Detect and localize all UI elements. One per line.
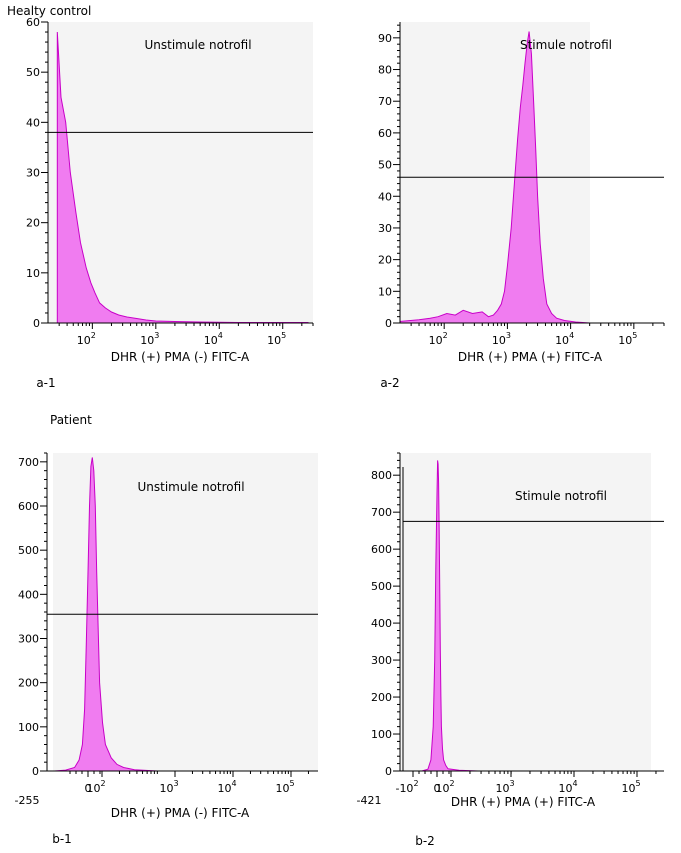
y-tick-label: 400 xyxy=(371,617,392,630)
y-tick-label: 700 xyxy=(18,456,39,469)
x-min-label: -421 xyxy=(357,794,382,807)
x-axis-label: DHR (+) PMA (+) FITC-A xyxy=(458,350,603,364)
y-tick-label: 100 xyxy=(371,728,392,741)
y-tick-label: 20 xyxy=(26,217,40,230)
histogram-series xyxy=(421,460,479,772)
x-tick-label: 102 xyxy=(429,331,448,347)
panel-annotation: Stimule notrofil xyxy=(520,38,612,52)
x-tick-label: 105 xyxy=(618,331,637,347)
y-tick-label: 10 xyxy=(378,285,392,298)
x-tick-label: 104 xyxy=(555,331,574,347)
x-tick-label: 105 xyxy=(621,779,640,795)
panel-label: b-1 xyxy=(52,832,72,846)
plot-area xyxy=(48,22,313,323)
y-tick-label: 200 xyxy=(18,677,39,690)
x-tick-label: 105 xyxy=(275,779,294,795)
y-tick-label: 300 xyxy=(18,633,39,646)
y-tick-label: 60 xyxy=(26,16,40,29)
x-tick-label: 104 xyxy=(558,779,577,795)
x-tick-label: 0 xyxy=(85,782,92,795)
x-tick-label: 0 xyxy=(434,782,441,795)
panel-annotation: Unstimule notrofil xyxy=(144,38,251,52)
y-tick-label: 40 xyxy=(26,116,40,129)
histogram-panel-a-1: 0 10 20 30 40 50 60 102 103 104 105 Unstimule notro… xyxy=(26,16,314,390)
x-tick-label: 102 xyxy=(77,331,96,347)
panel-annotation: Unstimule notrofil xyxy=(137,480,244,494)
x-min-label: -255 xyxy=(15,794,40,807)
plot-area xyxy=(400,453,651,771)
y-tick-label: 400 xyxy=(18,588,39,601)
panel-label: a-1 xyxy=(36,376,55,390)
panel-label: b-2 xyxy=(415,834,435,848)
x-tick-label: 103 xyxy=(140,331,159,347)
y-tick-label: 600 xyxy=(371,543,392,556)
x-tick-label: 103 xyxy=(492,331,511,347)
y-tick-label: 0 xyxy=(385,765,392,778)
x-tick-label: 105 xyxy=(267,331,286,347)
y-tick-label: 700 xyxy=(371,506,392,519)
y-tick-label: 0 xyxy=(33,317,40,330)
x-axis-label: DHR (+) PMA (-) FITC-A xyxy=(111,350,250,364)
section-header-patient: Patient xyxy=(50,413,92,427)
y-tick-label: 90 xyxy=(378,32,392,45)
y-tick-label: 100 xyxy=(18,721,39,734)
x-tick-label: -102 xyxy=(395,779,418,795)
section-header-healthy: Healty control xyxy=(7,4,92,18)
y-tick-label: 80 xyxy=(378,64,392,77)
y-tick-label: 70 xyxy=(378,95,392,108)
y-tick-label: 20 xyxy=(378,254,392,267)
x-tick-label: 102 xyxy=(86,779,105,795)
y-tick-label: 0 xyxy=(32,765,39,778)
y-tick-label: 60 xyxy=(378,127,392,140)
x-tick-label: 103 xyxy=(495,779,514,795)
x-tick-label: 102 xyxy=(435,779,454,795)
histogram-series xyxy=(54,457,158,772)
y-tick-label: 600 xyxy=(18,500,39,513)
y-tick-label: 800 xyxy=(371,469,392,482)
y-tick-label: 300 xyxy=(371,654,392,667)
y-tick-label: 10 xyxy=(26,267,40,280)
x-axis-label: DHR (+) PMA (+) FITC-A xyxy=(451,795,596,809)
plot-area xyxy=(400,22,590,323)
histogram-panel-a-2: 0 10 20 30 40 50 60 70 80 90 102 103 104 105 Stimule n… xyxy=(378,22,665,390)
y-tick-label: 50 xyxy=(26,66,40,79)
panel-annotation: Stimule notrofil xyxy=(515,489,607,503)
x-tick-label: 104 xyxy=(204,331,223,347)
y-tick-label: 200 xyxy=(371,691,392,704)
panel-label: a-2 xyxy=(380,376,399,390)
y-tick-label: 30 xyxy=(26,167,40,180)
y-tick-label: 500 xyxy=(18,544,39,557)
x-axis-label: DHR (+) PMA (-) FITC-A xyxy=(111,806,250,820)
y-tick-label: 30 xyxy=(378,222,392,235)
x-tick-label: 104 xyxy=(217,779,236,795)
y-tick-label: 40 xyxy=(378,190,392,203)
x-tick-label: 103 xyxy=(159,779,178,795)
y-tick-label: 50 xyxy=(378,159,392,172)
y-tick-label: 0 xyxy=(385,317,392,330)
y-tick-label: 500 xyxy=(371,580,392,593)
histogram-series xyxy=(399,31,590,324)
